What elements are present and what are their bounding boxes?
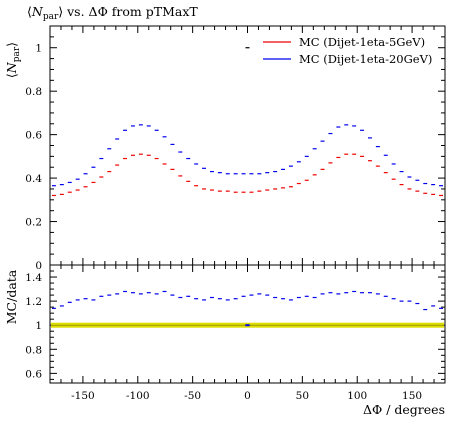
- ratio-y-tick-label: 0.8: [25, 344, 42, 356]
- x-tick-label: 50: [296, 390, 309, 402]
- x-axis-label: ΔΦ / degrees: [363, 402, 445, 417]
- ratio-y-tick-label: 1.4: [25, 272, 42, 284]
- main-y-axis: 0 0.2 0.4 0.6 0.8 1: [25, 36, 445, 272]
- main-y-axis-label: ⟨Npar⟩: [4, 42, 22, 78]
- ratio-y-tick-label: 1.2: [25, 296, 42, 308]
- main-y-tick-label: 0.4: [25, 173, 42, 185]
- ratio-series: [51, 290, 444, 327]
- x-axis: -150 -100 -50 0 50 100 150: [60, 26, 435, 402]
- main-y-tick-label: 0.6: [25, 130, 42, 142]
- ratio-y-axis-label: MC/data: [4, 269, 19, 324]
- x-tick-label: 0: [244, 390, 251, 402]
- chart-title: ⟨Npar⟩ vs. ΔΦ from pTMaxT: [27, 4, 198, 22]
- x-tick-label: -150: [71, 390, 95, 402]
- ratio-y-axis: 0.6 0.8 1 1.2 1.4: [25, 270, 445, 380]
- main-y-tick-label: 0: [35, 260, 42, 272]
- x-tick-label: 150: [402, 390, 422, 402]
- main-y-tick-label: 1: [35, 43, 42, 55]
- ratio-y-tick-label: 0.6: [25, 368, 42, 380]
- main-y-tick-label: 0.8: [25, 86, 42, 98]
- legend-label: MC (Dijet-1eta-20GeV): [299, 52, 432, 66]
- x-tick-label: 100: [347, 390, 367, 402]
- main-series: [51, 47, 444, 197]
- x-tick-label: -50: [184, 390, 201, 402]
- x-tick-label: -100: [126, 390, 150, 402]
- main-y-tick-label: 0.2: [25, 217, 42, 229]
- ratio-y-tick-label: 1: [35, 320, 42, 332]
- legend-label: MC (Dijet-1eta-5GeV): [299, 35, 425, 49]
- legend: MC (Dijet-1eta-5GeV) MC (Dijet-1eta-20GeV…: [263, 35, 432, 66]
